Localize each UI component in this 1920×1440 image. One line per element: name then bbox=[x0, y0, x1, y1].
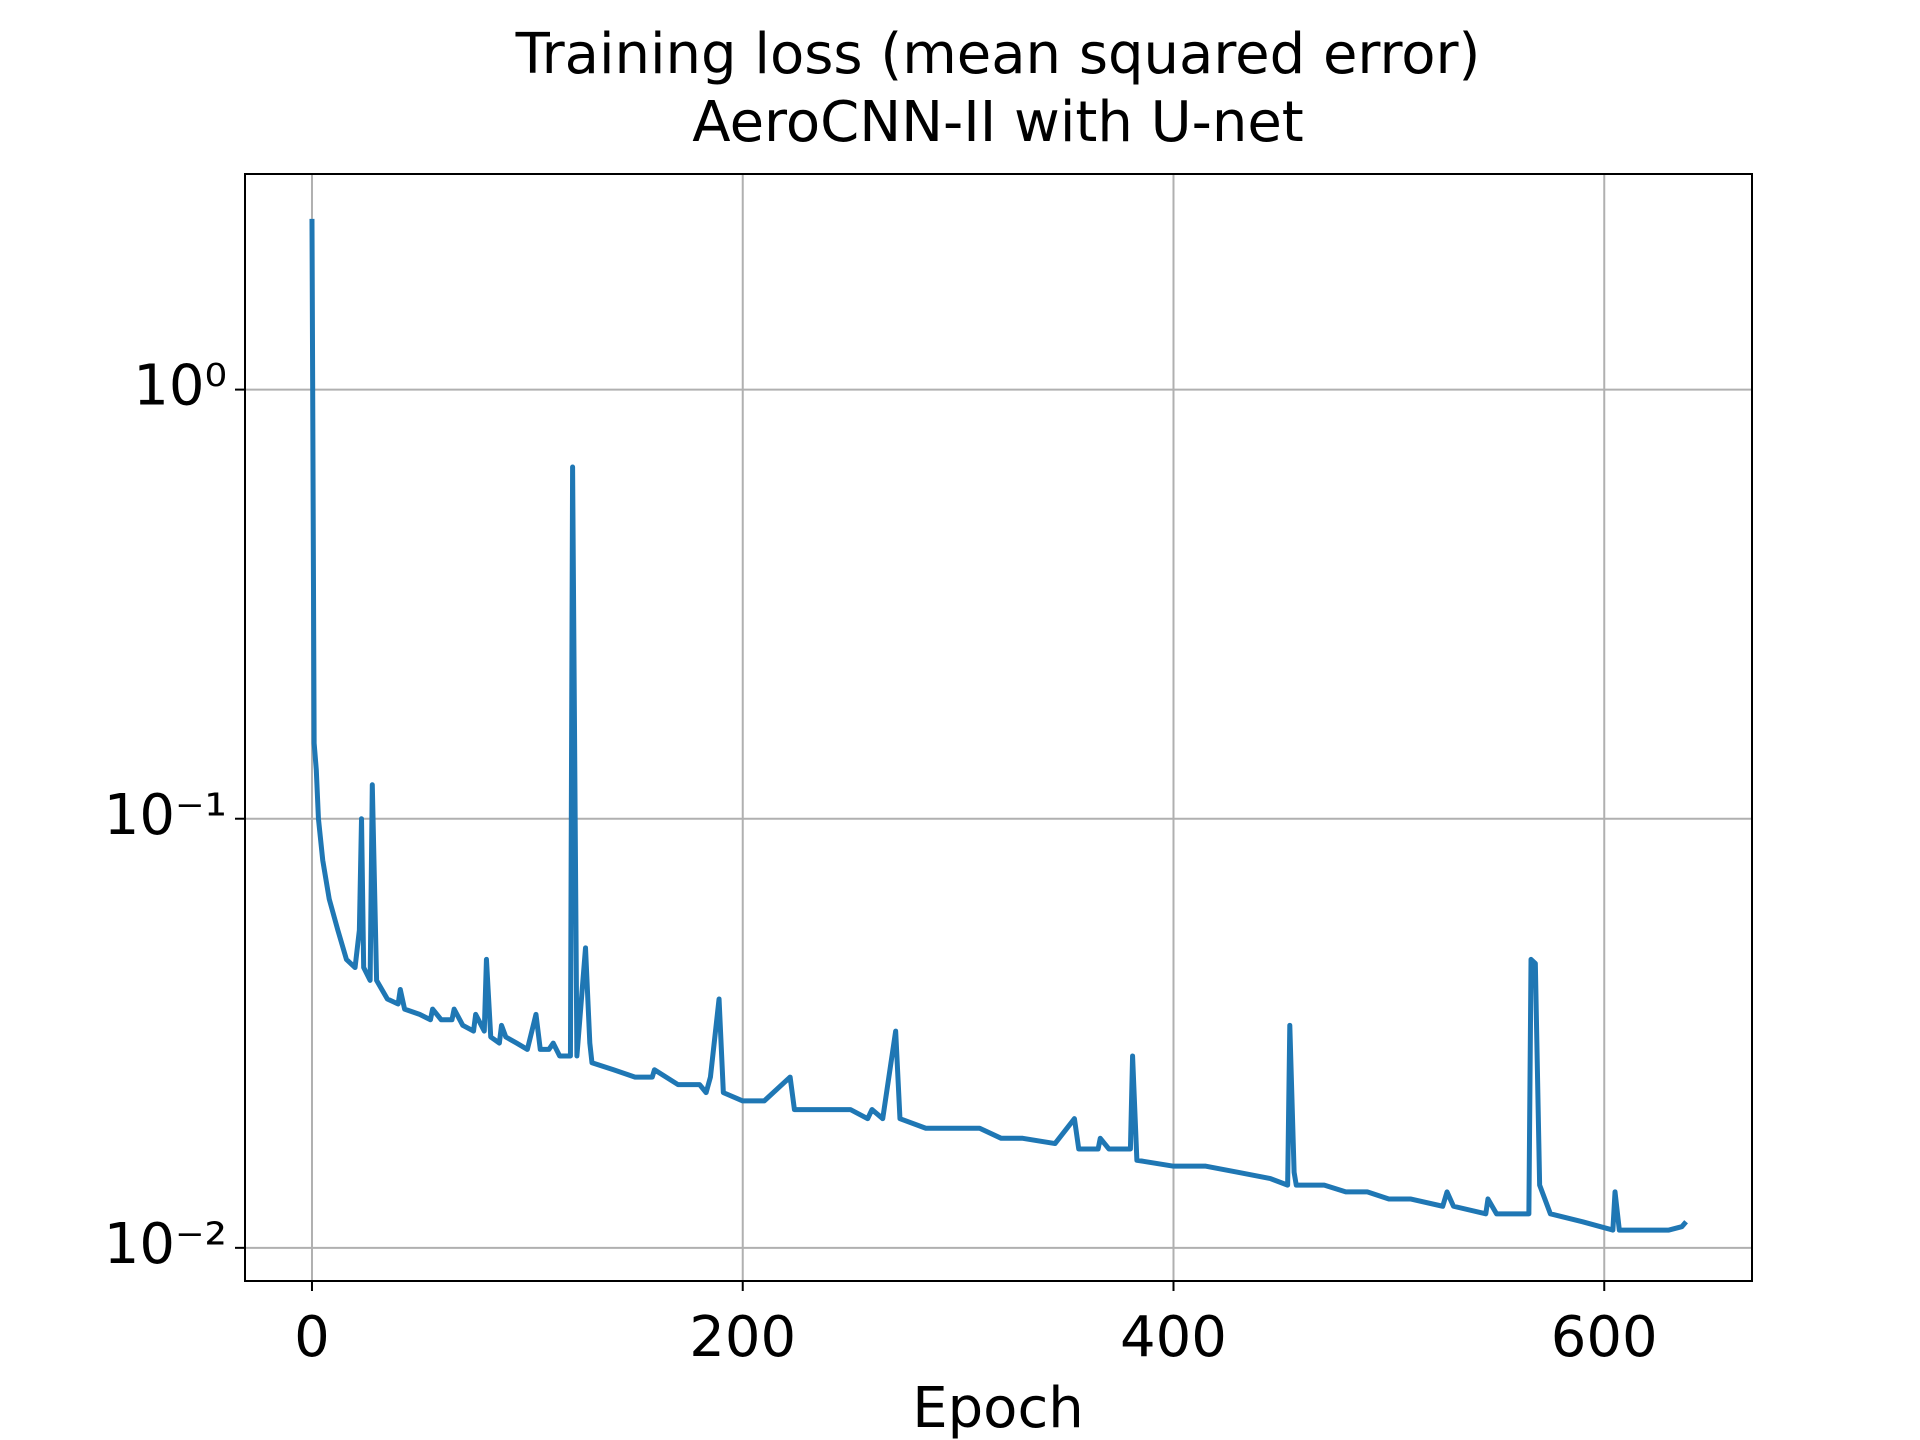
chart-subtitle: AeroCNN-II with U-net bbox=[692, 90, 1303, 155]
x-tick-label: 200 bbox=[689, 1305, 796, 1370]
plot-frame bbox=[244, 173, 1753, 1282]
loss-line bbox=[309, 218, 1688, 1233]
chart-title: Training loss (mean squared error) bbox=[515, 22, 1481, 87]
x-tick-label: 0 bbox=[294, 1305, 330, 1370]
y-tick-label: 10⁰ bbox=[133, 354, 227, 419]
x-tick-label: 400 bbox=[1120, 1305, 1227, 1370]
y-tick-label: 10⁻² bbox=[104, 1212, 227, 1277]
x-axis-label: Epoch bbox=[912, 1376, 1083, 1440]
y-tick-label: 10⁻¹ bbox=[104, 783, 227, 848]
x-tick-label: 600 bbox=[1551, 1305, 1658, 1370]
